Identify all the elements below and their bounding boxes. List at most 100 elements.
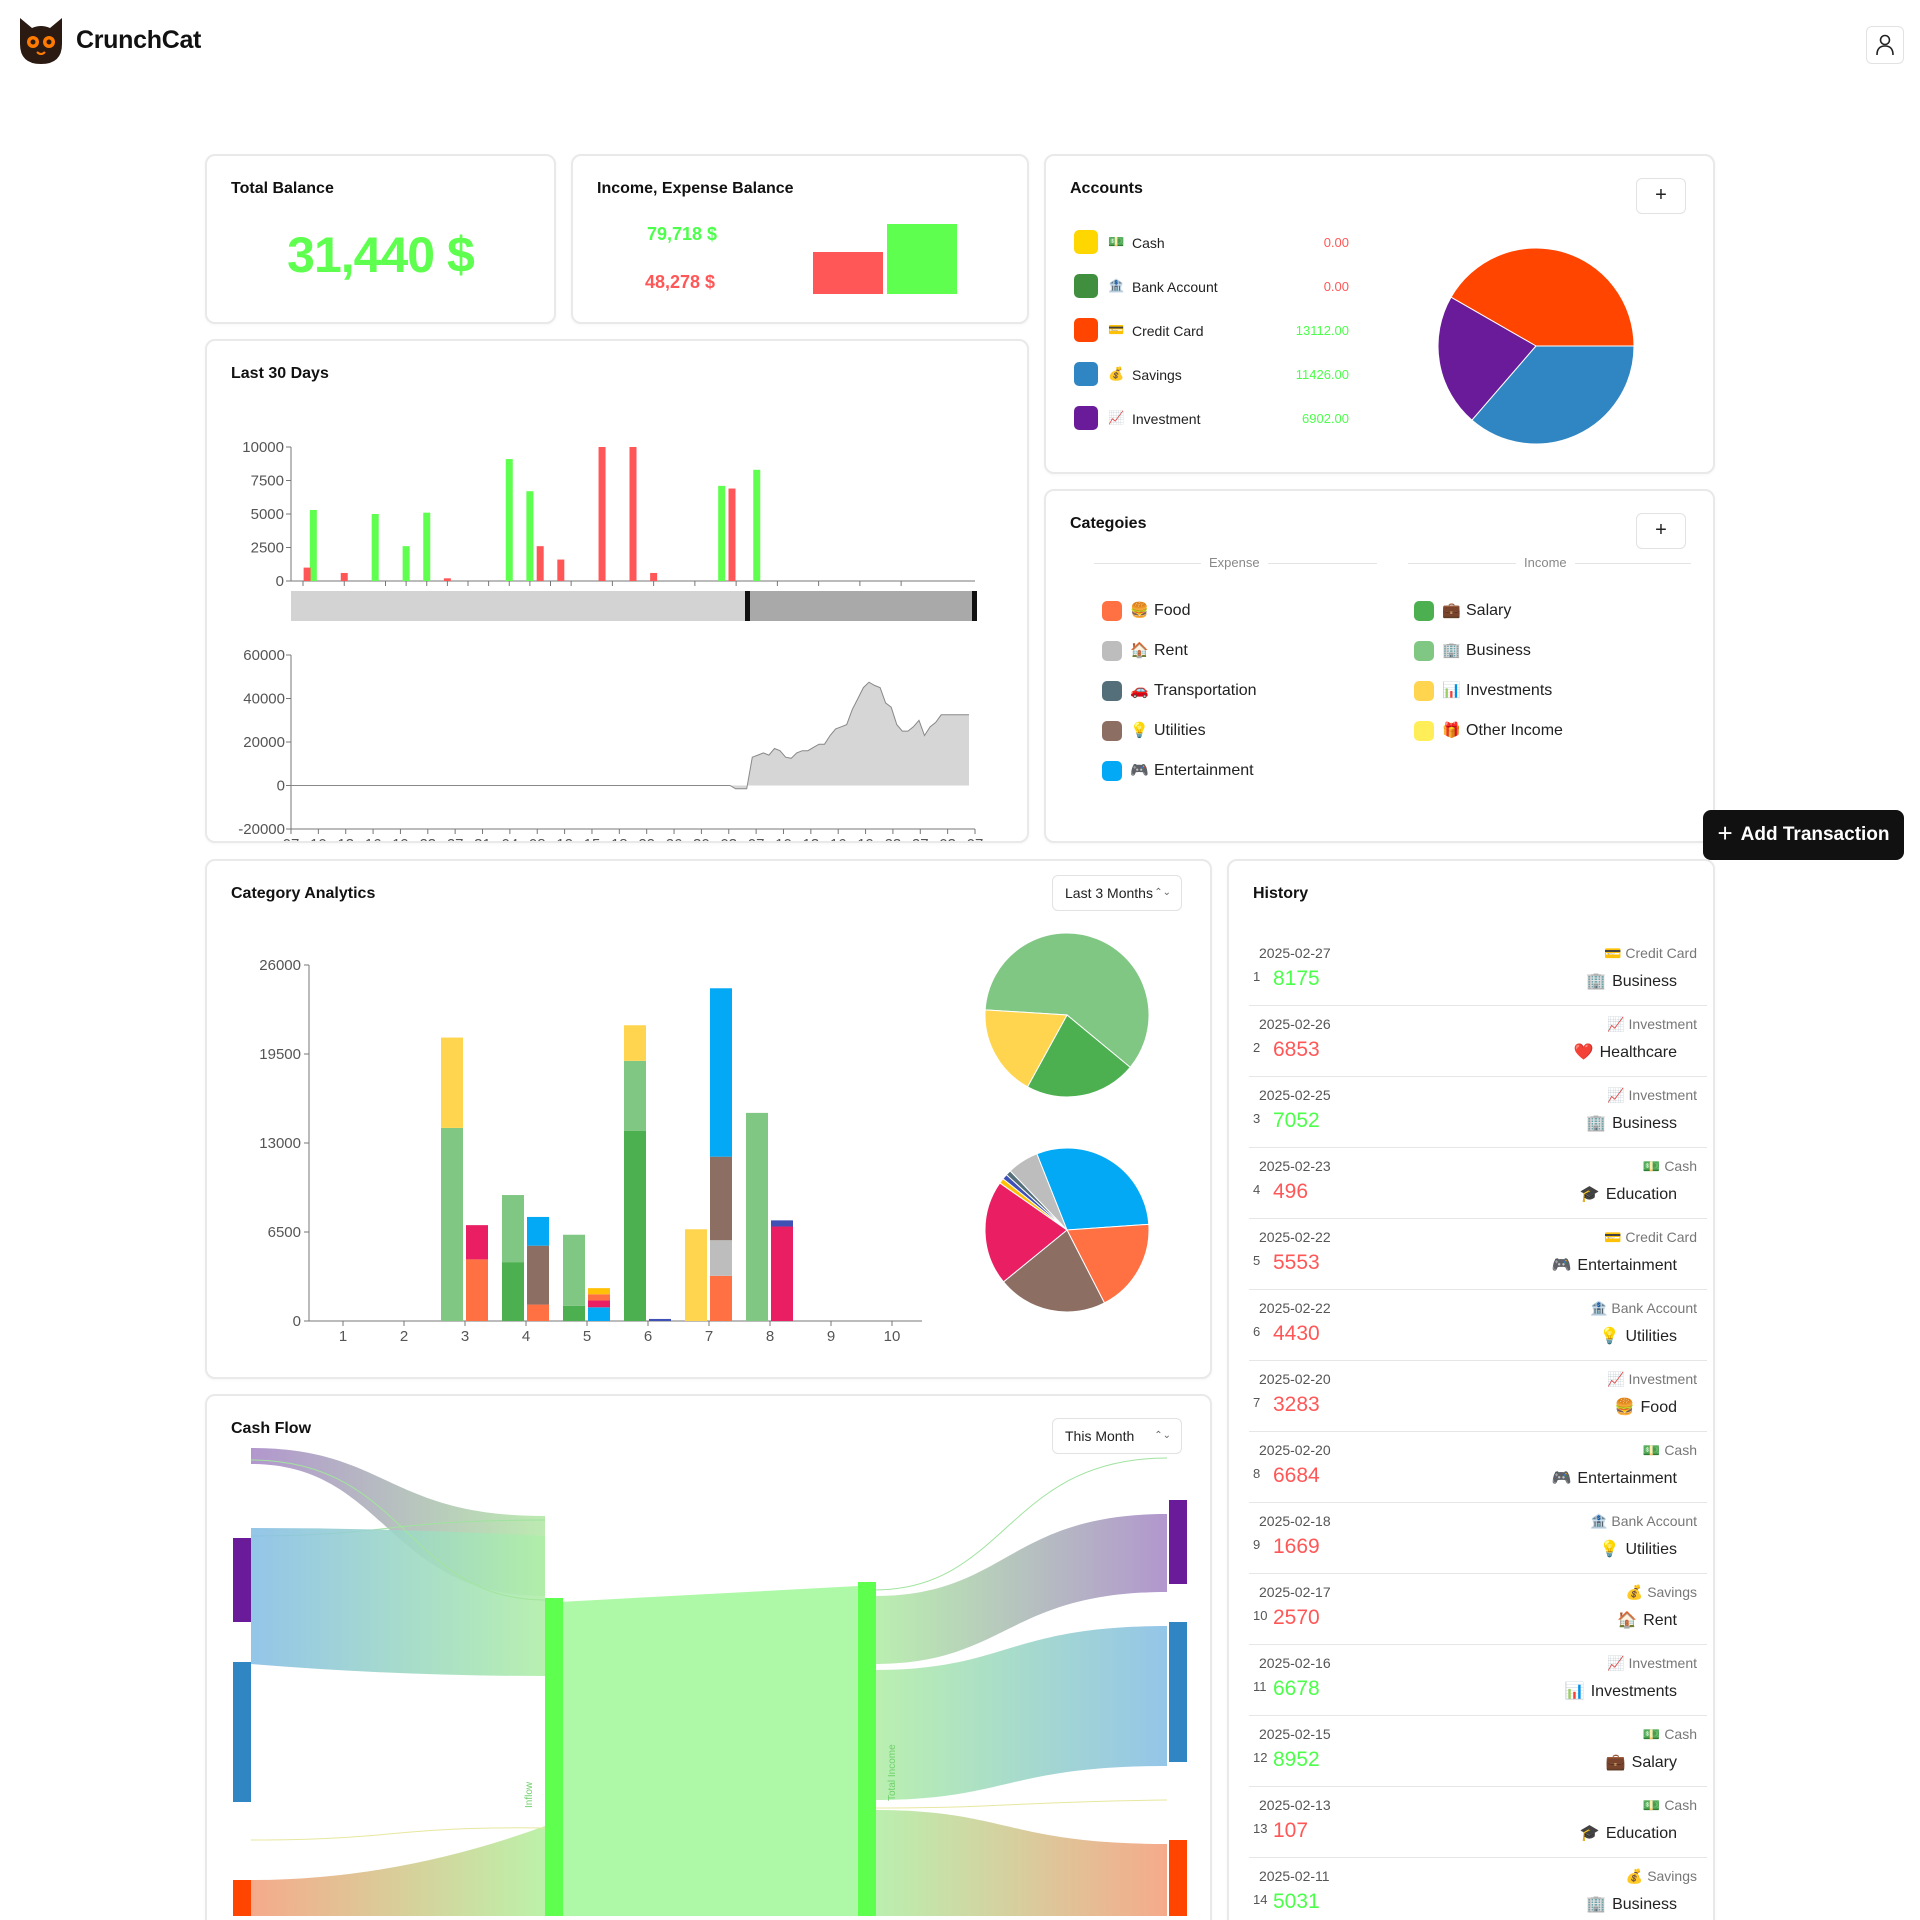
expense-stack-segment[interactable]	[466, 1225, 488, 1259]
expense-stack-segment[interactable]	[710, 1276, 732, 1321]
cash-flow-card: Cash Flow This Month ⌃⌄	[205, 1394, 1212, 1920]
history-item[interactable]: 2025-02-27 💳 Credit Card 1 8175 🏢 Business	[1249, 935, 1707, 1006]
total-balance-card: Total Balance 31,440 $	[205, 154, 556, 324]
range-handle-left[interactable]	[745, 591, 750, 621]
history-item[interactable]: 2025-02-17 💰 Savings 10 2570 🏠 Rent	[1249, 1574, 1707, 1645]
income-stack-segment[interactable]	[441, 1038, 463, 1128]
income-stack-segment[interactable]	[502, 1195, 524, 1262]
history-item[interactable]: 2025-02-23 💵 Cash 4 496 🎓 Education	[1249, 1148, 1707, 1219]
income-stack-segment[interactable]	[624, 1131, 646, 1321]
expense-stack-segment[interactable]	[771, 1227, 793, 1321]
history-item[interactable]: 2025-02-25 📈 Investment 3 7052 🏢 Business	[1249, 1077, 1707, 1148]
expense-bar[interactable]	[537, 546, 544, 581]
category-name: Other Income	[1466, 722, 1563, 740]
add-account-button[interactable]: +	[1636, 178, 1686, 214]
history-item[interactable]: 2025-02-15 💵 Cash 12 8952 💼 Salary	[1249, 1716, 1707, 1787]
expense-stack-segment[interactable]	[588, 1307, 610, 1321]
income-bar[interactable]	[753, 470, 760, 581]
account-row[interactable]: 📈 Investment 6902.00	[1074, 404, 1374, 432]
transaction-category: 💡 Utilities	[1600, 1539, 1677, 1559]
income-bar[interactable]	[526, 491, 533, 581]
expense-stack-segment[interactable]	[527, 1246, 549, 1305]
account-name: Cash	[1132, 235, 1165, 251]
income-stack-segment[interactable]	[685, 1229, 707, 1321]
transaction-index: 12	[1253, 1750, 1267, 1765]
history-item[interactable]: 2025-02-20 📈 Investment 7 3283 🍔 Food	[1249, 1361, 1707, 1432]
flow-node-savings	[233, 1662, 251, 1802]
income-stack-segment[interactable]	[746, 1113, 768, 1321]
transaction-date: 2025-02-15	[1259, 1726, 1331, 1742]
transaction-date: 2025-02-22	[1259, 1229, 1331, 1245]
add-category-button[interactable]: +	[1636, 513, 1686, 549]
income-stack-segment[interactable]	[502, 1262, 524, 1321]
expense-bar[interactable]	[341, 573, 348, 581]
expense-stack-segment[interactable]	[527, 1217, 549, 1246]
expense-stack-segment[interactable]	[466, 1259, 488, 1321]
expense-stack-segment[interactable]	[771, 1220, 793, 1226]
profile-button[interactable]	[1866, 26, 1904, 64]
range-selection[interactable]	[747, 591, 975, 621]
account-name: Credit Card	[1625, 945, 1697, 961]
account-balance: 13112.00	[1259, 323, 1349, 338]
income-bar[interactable]	[372, 514, 379, 581]
account-row[interactable]: 💰 Savings 11426.00	[1074, 360, 1374, 388]
expense-bar[interactable]	[304, 568, 311, 581]
history-item[interactable]: 2025-02-22 💳 Credit Card 5 5553 🎮 Entertainmen…	[1249, 1219, 1707, 1290]
category-analytics-card: Category Analytics Last 3 Months ⌃⌄ 2600…	[205, 859, 1212, 1379]
category-icon: 🏢	[1586, 1115, 1606, 1132]
analytics-period-select[interactable]: Last 3 Months ⌃⌄	[1052, 875, 1182, 911]
income-stack-segment[interactable]	[563, 1235, 585, 1306]
range-handle-right[interactable]	[972, 591, 977, 621]
y-tick-label: 6500	[268, 1224, 301, 1241]
history-item[interactable]: 2025-02-13 💵 Cash 13 107 🎓 Education	[1249, 1787, 1707, 1858]
x-tick-label: 07	[748, 836, 765, 841]
category-icon: 🏠	[1617, 1612, 1637, 1629]
account-row[interactable]: 🏦 Bank Account 0.00	[1074, 272, 1374, 300]
income-bar[interactable]	[310, 510, 317, 581]
expense-stack-segment[interactable]	[588, 1294, 610, 1300]
account-balance: 11426.00	[1259, 367, 1349, 382]
history-item[interactable]: 2025-02-26 📈 Investment 2 6853 ❤️ Healthcare	[1249, 1006, 1707, 1077]
income-stack-segment[interactable]	[441, 1128, 463, 1321]
categories-card: Categoies + Expense Income 🍔 Food 🏠 Rent 🚗 Tr…	[1044, 489, 1715, 843]
income-bar[interactable]	[423, 513, 430, 581]
income-bar[interactable]	[403, 546, 410, 581]
category-name: Utilities	[1625, 1541, 1677, 1558]
income-stack-segment[interactable]	[563, 1306, 585, 1321]
flow-node-out-credit-card	[1169, 1840, 1187, 1916]
category-icon: 💡	[1130, 721, 1149, 739]
history-item[interactable]: 2025-02-11 💰 Savings 14 5031 🏢 Business	[1249, 1858, 1707, 1920]
category-icon: 🎮	[1130, 761, 1149, 779]
history-item[interactable]: 2025-02-22 🏦 Bank Account 6 4430 💡 Utilities	[1249, 1290, 1707, 1361]
expense-bar[interactable]	[650, 573, 657, 581]
x-tick-label: 16	[830, 836, 847, 841]
x-tick-label: 10	[775, 836, 792, 841]
expense-stack-segment[interactable]	[710, 1240, 732, 1276]
account-row[interactable]: 💳 Credit Card 13112.00	[1074, 316, 1374, 344]
category-name: Investments	[1591, 1683, 1677, 1700]
brand[interactable]: CrunchCat	[16, 14, 201, 66]
expense-bar[interactable]	[444, 578, 451, 581]
expense-bar[interactable]	[557, 560, 564, 581]
expense-stack-segment[interactable]	[588, 1288, 610, 1294]
account-icon: 📈	[1607, 1655, 1624, 1671]
expense-stack-segment[interactable]	[588, 1300, 610, 1307]
income-stack-segment[interactable]	[624, 1025, 646, 1061]
expense-bar[interactable]	[630, 447, 637, 581]
history-item[interactable]: 2025-02-16 📈 Investment 11 6678 📊 Investments	[1249, 1645, 1707, 1716]
expense-bar[interactable]	[729, 489, 736, 581]
account-row[interactable]: 💵 Cash 0.00	[1074, 228, 1374, 256]
add-transaction-button[interactable]: + Add Transaction	[1703, 810, 1904, 860]
transaction-amount: 3283	[1273, 1393, 1320, 1417]
income-bar[interactable]	[506, 459, 513, 581]
income-bar[interactable]	[718, 486, 725, 581]
expense-bar[interactable]	[599, 447, 606, 581]
history-item[interactable]: 2025-02-18 🏦 Bank Account 9 1669 💡 Utilities	[1249, 1503, 1707, 1574]
history-item[interactable]: 2025-02-20 💵 Cash 8 6684 🎮 Entertainment	[1249, 1432, 1707, 1503]
expense-stack-segment[interactable]	[710, 988, 732, 1156]
expense-stack-segment[interactable]	[710, 1157, 732, 1241]
expense-stack-segment[interactable]	[649, 1319, 671, 1321]
x-tick-label: 3	[461, 1328, 469, 1345]
income-stack-segment[interactable]	[624, 1061, 646, 1131]
expense-stack-segment[interactable]	[527, 1305, 549, 1321]
